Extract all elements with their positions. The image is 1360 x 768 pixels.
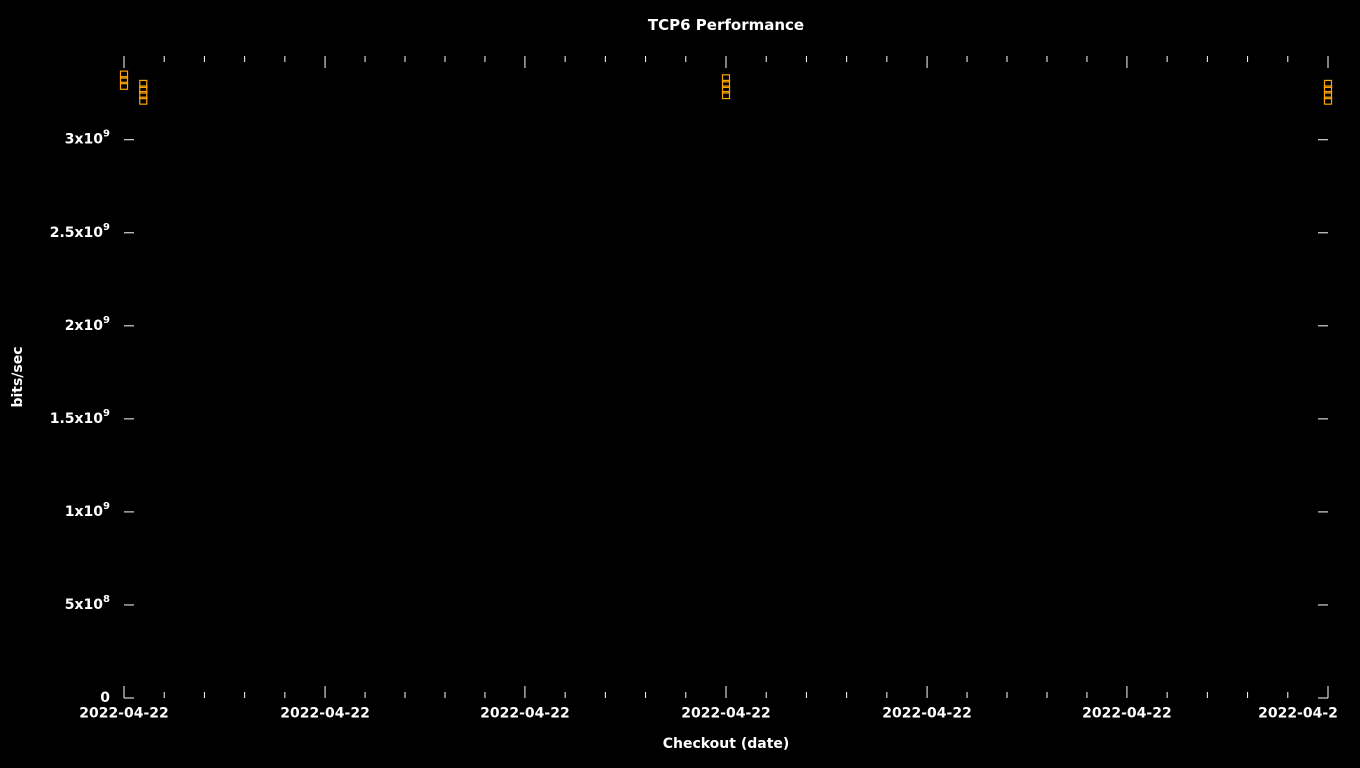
x-tick-label: 2022-04-22: [1082, 706, 1172, 722]
y-tick-label: 0: [100, 690, 110, 706]
x-tick-label: 2022-04-2: [1258, 706, 1338, 722]
x-axis-ticks: 2022-04-222022-04-222022-04-222022-04-22…: [79, 56, 1338, 722]
y-tick-label: 1x109: [65, 501, 110, 520]
x-axis-label: Checkout (date): [663, 736, 790, 752]
x-tick-label: 2022-04-22: [480, 706, 570, 722]
y-tick-label: 2.5x109: [50, 222, 110, 241]
y-tick-label: 1.5x109: [50, 408, 110, 427]
y-axis-label: bits/sec: [10, 346, 26, 407]
y-tick-label: 2x109: [65, 315, 110, 334]
tcp6-performance-chart: TCP6 Performance bits/sec Checkout (date…: [0, 0, 1360, 768]
y-tick-label: 3x109: [65, 129, 110, 148]
data-points: [121, 71, 1332, 104]
x-tick-label: 2022-04-22: [280, 706, 370, 722]
y-tick-label: 5x108: [65, 594, 110, 613]
chart-title: TCP6 Performance: [648, 16, 804, 34]
x-tick-label: 2022-04-22: [79, 706, 169, 722]
x-tick-label: 2022-04-22: [681, 706, 771, 722]
y-axis-ticks: 0 5x108 1x109 1.5x109 2x109 2.5x109 3x109: [50, 129, 1328, 706]
x-tick-label: 2022-04-22: [882, 706, 972, 722]
chart-svg: TCP6 Performance bits/sec Checkout (date…: [0, 0, 1360, 768]
